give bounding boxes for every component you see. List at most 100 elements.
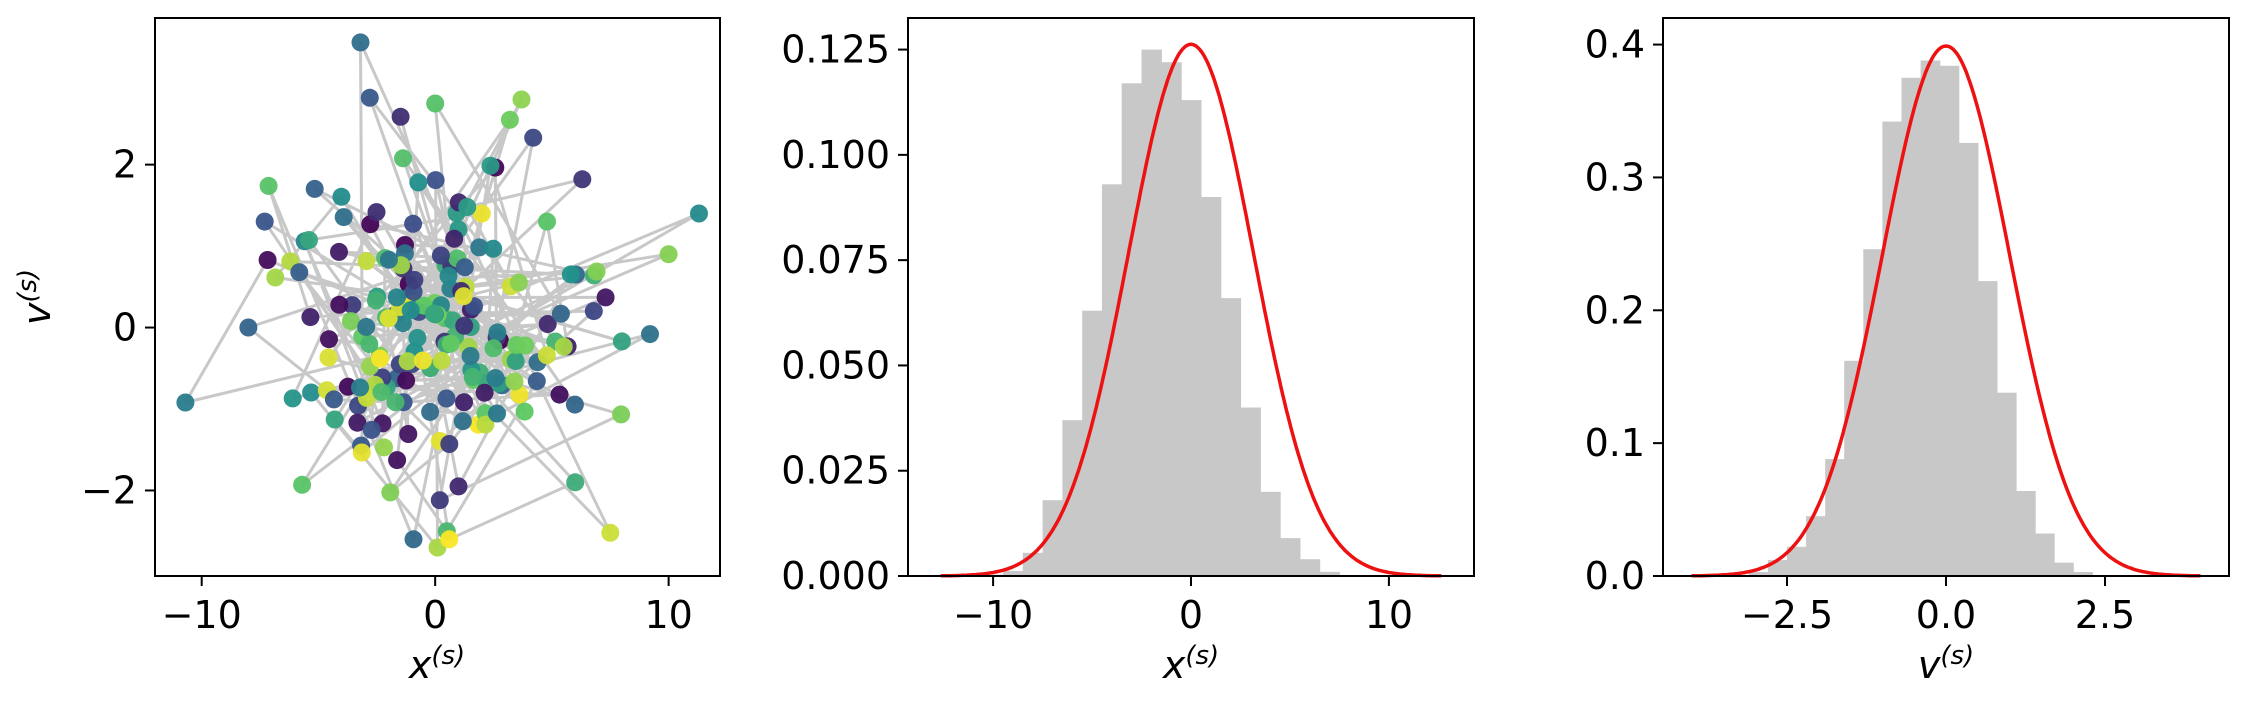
scatter-point <box>259 176 278 195</box>
x-histogram-bar <box>1101 184 1123 577</box>
v-histogram-ticks: −2.5 0.0 2.5 0.0 0.1 0.2 0.3 0.4 <box>1585 23 2136 637</box>
scatter-point <box>566 473 585 492</box>
scatter-point <box>472 204 491 223</box>
scatter-y-label-sup: (s) <box>13 269 43 303</box>
x-histogram-x-tick-label: 0 <box>1179 593 1203 637</box>
scatter-point <box>587 262 606 281</box>
x-histogram-bar <box>1220 298 1242 576</box>
scatter-point <box>239 318 258 337</box>
v-histogram-bar <box>1939 65 1960 577</box>
scatter-point <box>431 246 450 265</box>
v-histogram-x-tick-label: 2.5 <box>2075 593 2135 637</box>
v-histogram-bar <box>1958 142 1979 576</box>
scatter-point <box>334 208 353 227</box>
scatter-point <box>550 385 569 404</box>
scatter-point <box>332 187 351 206</box>
x-histogram-bar <box>1280 538 1301 576</box>
scatter-point <box>486 369 505 388</box>
scatter-point <box>690 204 708 223</box>
scatter-y-tick-label: 2 <box>113 143 137 187</box>
scatter-panel: −10 0 10−202 x(s) v(s) <box>13 17 721 687</box>
scatter-point <box>393 314 412 333</box>
scatter-point <box>461 347 480 365</box>
scatter-point <box>404 214 423 233</box>
scatter-point <box>573 170 592 189</box>
x-histogram-bar <box>1003 570 1024 576</box>
scatter-point <box>401 301 420 320</box>
scatter-point <box>290 263 309 282</box>
scatter-point <box>351 33 370 52</box>
scatter-point <box>379 250 398 269</box>
x-histogram-y-tick-label: 0.125 <box>781 28 890 72</box>
v-histogram-density-curve <box>1691 44 2201 578</box>
x-histogram-bar <box>1299 559 1321 576</box>
scatter-point <box>475 383 494 402</box>
scatter-point <box>367 203 386 222</box>
x-histogram-y-tick-label: 0.000 <box>781 554 890 598</box>
x-histogram-x-tick-label: −10 <box>953 593 1033 637</box>
scatter-point <box>455 393 473 412</box>
scatter-point <box>426 171 445 190</box>
scatter-point <box>476 415 495 434</box>
scatter-point <box>357 252 376 271</box>
scatter-point <box>398 352 417 371</box>
scatter-point <box>516 336 535 355</box>
scatter-y-label-base: v <box>15 302 59 325</box>
v-histogram-x-tick-label: 0.0 <box>1916 593 1976 637</box>
scatter-point <box>399 425 418 443</box>
scatter-point <box>551 304 570 323</box>
x-histogram-y-tick-label: 0.050 <box>781 343 890 387</box>
x-histogram-bar <box>1200 197 1222 576</box>
scatter-point <box>381 483 400 502</box>
scatter-point <box>437 389 456 408</box>
scatter-point <box>601 523 620 542</box>
scatter-point <box>352 443 371 462</box>
scatter-point <box>343 296 362 315</box>
scatter-point <box>527 372 546 391</box>
scatter-point <box>300 231 318 249</box>
scatter-point <box>176 393 195 412</box>
scatter-point <box>659 245 678 264</box>
v-histogram-y-tick-label: 0.4 <box>1585 23 1645 67</box>
scatter-point <box>512 90 531 109</box>
scatter-point <box>524 128 543 147</box>
scatter-point <box>387 288 406 307</box>
x-histogram-density-curve <box>940 42 1442 578</box>
x-histogram-bar <box>1181 100 1202 576</box>
scatter-point <box>258 251 277 269</box>
scatter-point <box>366 291 385 310</box>
scatter-point <box>445 229 464 248</box>
v-histogram-bar <box>2054 562 2074 576</box>
v-histogram-bar <box>1825 459 1845 576</box>
v-histogram-bar <box>1787 546 1807 576</box>
v-histogram-bar <box>2035 533 2055 576</box>
scatter-x-tick-label: −10 <box>162 593 242 637</box>
scatter-y-axis-label: v(s) <box>13 269 59 325</box>
scatter-point <box>305 179 324 198</box>
scatter-point <box>441 334 460 353</box>
scatter-point <box>379 309 398 328</box>
v-histogram-y-tick-label: 0.1 <box>1585 421 1645 465</box>
scatter-point <box>394 149 412 168</box>
scatter-point <box>351 378 369 397</box>
scatter-point <box>424 304 443 323</box>
x-histogram-y-tick-label: 0.075 <box>781 238 890 282</box>
x-histogram-bar <box>1161 62 1182 576</box>
scatter-point <box>325 410 344 429</box>
scatter-point <box>421 402 440 421</box>
scatter-point <box>301 308 320 327</box>
scatter-point <box>408 329 427 347</box>
v-histogram-x-tick-label: −2.5 <box>1741 593 1833 637</box>
scatter-point <box>440 530 459 549</box>
trajectory-line <box>183 40 701 549</box>
scatter-point <box>488 323 507 342</box>
scatter-point <box>509 273 528 292</box>
x-histogram-x-label-sup: (s) <box>1185 641 1219 671</box>
scatter-point <box>584 302 603 321</box>
scatter-point <box>463 367 482 386</box>
scatter-point <box>330 295 349 314</box>
scatter-point <box>612 332 631 351</box>
scatter-point <box>330 242 348 261</box>
scatter-point <box>565 395 584 414</box>
scatter-point <box>293 475 312 494</box>
